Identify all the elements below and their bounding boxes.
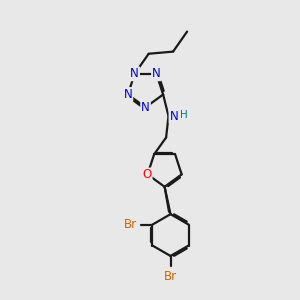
Text: Br: Br: [124, 218, 137, 231]
Text: H: H: [180, 110, 188, 119]
Text: O: O: [142, 169, 152, 182]
Text: N: N: [124, 88, 132, 101]
Text: N: N: [141, 101, 150, 114]
Text: Br: Br: [164, 270, 177, 283]
Text: N: N: [130, 67, 139, 80]
Text: N: N: [169, 110, 178, 122]
Text: N: N: [152, 67, 161, 80]
